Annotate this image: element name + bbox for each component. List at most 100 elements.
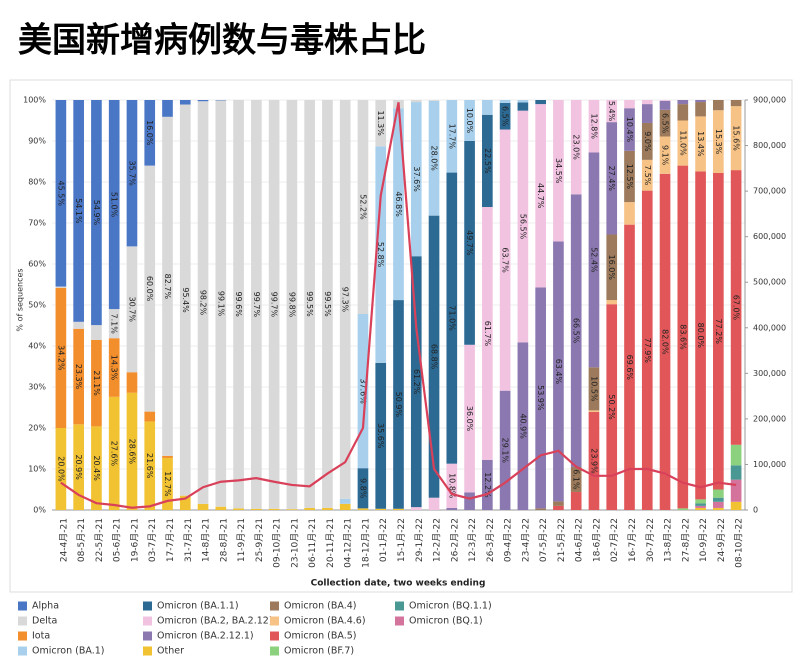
bar-segment xyxy=(624,224,635,510)
bar-segment xyxy=(73,100,84,322)
data-label: 99.6% xyxy=(234,291,243,317)
bar-segment xyxy=(482,459,493,510)
data-label: 56.5% xyxy=(518,214,527,240)
x-tick-label: 09-10月-21 xyxy=(272,518,283,568)
bar-segment xyxy=(446,463,458,508)
data-label: 34.2% xyxy=(56,345,65,371)
x-tick-label: 16-7月-22 xyxy=(627,518,638,562)
bar-segment xyxy=(393,508,404,510)
data-label: 21.1% xyxy=(92,370,101,396)
legend-label: Omicron (BA.4.6) xyxy=(284,616,366,627)
bar-segment xyxy=(535,104,546,288)
x-tick-label: 24-9月-22 xyxy=(716,518,727,562)
data-label: 95.4% xyxy=(181,287,190,313)
data-label: 12.2% xyxy=(483,472,492,498)
data-label: 16.0% xyxy=(607,255,616,281)
bar-segment xyxy=(108,396,120,510)
data-label: 11.0% xyxy=(678,130,687,156)
bar-segment xyxy=(339,100,351,499)
data-labels: 20.0% 34.2% 45.5% 20.9% 23.3% 54.1% 20.4% 21.1%… xyxy=(56,101,740,499)
bar-segment xyxy=(428,100,440,101)
y2-tick-label: 700,000 xyxy=(753,187,786,196)
bar-segment xyxy=(499,102,511,130)
bar-segment xyxy=(446,507,458,510)
bar-segment xyxy=(730,170,742,445)
y-tick-label: 30% xyxy=(28,383,46,392)
data-label: 23.9% xyxy=(589,448,598,474)
legend-label: Omicron (BQ.1) xyxy=(409,616,483,627)
bar-segment xyxy=(322,100,333,508)
bar-segment xyxy=(713,172,724,490)
bar-segment xyxy=(108,309,120,339)
bar-segment xyxy=(286,100,298,510)
y-tick-label: 80% xyxy=(28,178,46,187)
y-tick-label: 10% xyxy=(28,465,46,474)
bar-segment xyxy=(606,100,618,123)
legend-label: Omicron (BA.5) xyxy=(284,631,356,642)
x-tick-label: 08-10月-22 xyxy=(734,518,745,568)
bar-segment xyxy=(268,508,280,510)
bar-segment xyxy=(251,100,262,509)
bar-segment xyxy=(695,499,706,504)
y-tick-label: 70% xyxy=(28,219,46,228)
bar-segment xyxy=(677,100,689,105)
data-label: 83.6% xyxy=(678,324,687,350)
data-label: 21.6% xyxy=(145,453,154,479)
x-tick-label: 14-8月-21 xyxy=(201,518,212,562)
bar-segment xyxy=(286,509,298,510)
x-tick-label: 30-7月-22 xyxy=(645,518,656,562)
data-label: 67.0% xyxy=(732,295,741,321)
data-label: 23.0% xyxy=(572,134,581,160)
bar-segment xyxy=(641,122,653,160)
data-label: 77.9% xyxy=(643,338,652,364)
data-label: 53.9% xyxy=(536,385,545,411)
bar-segment xyxy=(641,190,653,511)
data-label: 63.7% xyxy=(501,247,510,273)
x-tick-label: 23-4月-22 xyxy=(520,518,531,562)
x-tick-label: 04-12月-21 xyxy=(343,518,354,568)
data-label: 29.1% xyxy=(501,438,510,464)
bar-segment xyxy=(162,116,173,456)
legend-swatch xyxy=(18,601,27,611)
bar-segment xyxy=(606,300,618,305)
x-tick-label: 27-8月-22 xyxy=(680,518,691,562)
bar-segment xyxy=(499,100,511,103)
data-label: 9.1% xyxy=(661,145,670,166)
data-label: 7.1% xyxy=(110,313,119,334)
bar-segment xyxy=(304,100,315,508)
legend-swatch xyxy=(18,616,27,626)
bar-segment xyxy=(695,503,706,506)
x-tick-label: 10-9月-22 xyxy=(698,518,709,562)
data-label: 22.5% xyxy=(483,148,492,174)
bar-segment xyxy=(197,101,209,504)
data-label: 40.9% xyxy=(518,413,527,439)
data-label: 28.0% xyxy=(430,146,439,172)
legend-label: Delta xyxy=(32,616,57,627)
bar-segment xyxy=(570,100,582,195)
legend-swatch xyxy=(270,646,279,656)
x-tick-label: 26-3月-22 xyxy=(485,518,496,562)
legend-label: Omicron (BF.7) xyxy=(284,646,354,657)
bar-segment xyxy=(410,100,422,103)
legend-swatch xyxy=(270,601,279,611)
legend-label: Iota xyxy=(32,631,50,642)
bar-segment xyxy=(730,465,742,480)
bar-segment xyxy=(641,159,653,191)
bar-segment xyxy=(713,501,724,508)
bar-segment xyxy=(91,426,102,510)
x-tick-label: 17-7月-21 xyxy=(165,518,176,562)
bar-segment xyxy=(464,141,475,345)
bar-segment xyxy=(91,325,102,340)
bar-segment xyxy=(641,104,653,123)
data-label: 6.1% xyxy=(572,469,581,490)
bar-segment xyxy=(179,495,191,510)
legend-label: Omicron (BQ.1.1) xyxy=(409,601,492,612)
bar-segment xyxy=(695,100,706,103)
data-label: 99.5% xyxy=(323,291,332,317)
bar-segment xyxy=(197,100,209,102)
data-label: 99.8% xyxy=(287,292,296,318)
data-label: 10.8% xyxy=(447,473,456,499)
y2-tick-label: 600,000 xyxy=(753,232,786,241)
legend-label: Omicron (BA.1) xyxy=(32,646,104,657)
bar-segment xyxy=(162,455,173,458)
